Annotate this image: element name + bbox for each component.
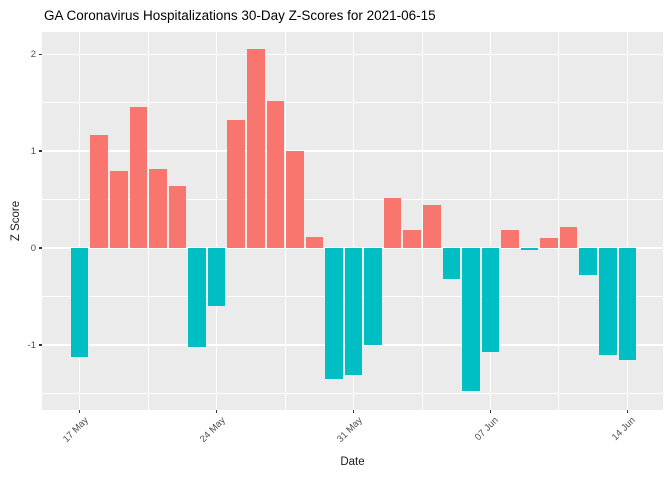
major-gridline-h — [42, 150, 663, 152]
bar-2021-05-20 — [129, 106, 148, 249]
y-tick-label: 2 — [30, 48, 36, 60]
x-tick-label: 24 May — [197, 415, 228, 445]
bar-2021-05-21 — [149, 168, 167, 249]
bar-2021-06-05 — [442, 248, 461, 280]
bar-2021-05-22 — [168, 186, 187, 249]
y-axis-title: Z Score — [10, 200, 22, 242]
minor-gridline-h — [42, 393, 663, 395]
bar-2021-05-27 — [266, 100, 285, 249]
x-tick-mark — [626, 410, 629, 413]
bar-2021-06-03 — [403, 229, 421, 249]
bar-2021-05-26 — [246, 49, 265, 249]
bar-2021-05-18 — [90, 134, 109, 249]
bar-2021-05-17 — [70, 248, 89, 357]
bar-2021-06-06 — [462, 248, 480, 391]
bar-2021-06-09 — [520, 248, 539, 251]
x-tick-label: 14 Jun — [610, 415, 639, 443]
bar-2021-05-24 — [207, 248, 226, 307]
x-tick-mark — [489, 410, 492, 413]
bar-2021-05-19 — [110, 170, 128, 249]
major-gridline-v — [626, 32, 629, 410]
bar-2021-06-01 — [364, 248, 382, 346]
bar-2021-06-08 — [501, 229, 519, 249]
y-tick-mark — [39, 150, 42, 152]
bar-2021-06-10 — [540, 238, 558, 249]
y-tick-mark — [39, 344, 42, 346]
bar-2021-05-30 — [325, 248, 343, 379]
x-tick-mark — [215, 410, 218, 413]
bar-2021-06-11 — [559, 226, 578, 249]
plot-panel — [42, 32, 663, 410]
minor-gridline-v — [421, 32, 423, 410]
minor-gridline-h — [42, 102, 663, 104]
bar-2021-06-04 — [422, 204, 441, 249]
minor-gridline-v — [284, 32, 286, 410]
bar-2021-06-14 — [618, 248, 637, 360]
chart-title: GA Coronavirus Hospitalizations 30-Day Z… — [44, 8, 436, 23]
bar-2021-06-02 — [383, 197, 402, 249]
y-tick-mark — [39, 53, 42, 56]
y-tick-label: 0 — [30, 242, 36, 254]
bar-2021-06-12 — [579, 248, 598, 276]
y-tick-mark — [39, 247, 42, 249]
bar-2021-05-29 — [305, 237, 324, 249]
major-gridline-v — [489, 32, 492, 410]
minor-gridline-h — [42, 199, 663, 201]
bar-2021-06-13 — [599, 248, 617, 355]
bar-2021-05-31 — [344, 248, 363, 376]
major-gridline-v — [352, 32, 355, 410]
x-tick-mark — [78, 410, 81, 413]
x-tick-mark — [352, 410, 355, 413]
major-gridline-v — [215, 32, 218, 410]
major-gridline-h — [42, 53, 663, 56]
bar-2021-05-28 — [286, 151, 304, 249]
y-tick-label: 1 — [30, 145, 36, 157]
minor-gridline-v — [147, 32, 149, 410]
y-tick-label: -1 — [27, 339, 36, 351]
minor-gridline-v — [558, 32, 560, 410]
major-gridline-v — [78, 32, 81, 410]
x-tick-label: 17 May — [60, 415, 91, 445]
bar-2021-05-23 — [188, 248, 206, 347]
x-tick-label: 07 Jun — [473, 415, 502, 443]
bar-2021-05-25 — [227, 120, 245, 249]
x-tick-label: 31 May — [334, 415, 365, 445]
bar-2021-06-07 — [481, 248, 500, 352]
x-axis-title: Date — [340, 456, 365, 468]
